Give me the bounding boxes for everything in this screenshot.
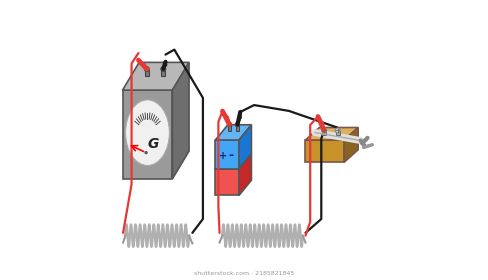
Bar <box>322 131 325 135</box>
Polygon shape <box>215 169 239 195</box>
Polygon shape <box>172 62 189 179</box>
Text: shutterstock.com · 2185821845: shutterstock.com · 2185821845 <box>194 271 294 276</box>
Polygon shape <box>122 62 189 90</box>
Circle shape <box>144 67 149 71</box>
Polygon shape <box>305 127 357 140</box>
Polygon shape <box>305 140 344 162</box>
Polygon shape <box>344 127 357 162</box>
Bar <box>335 131 339 135</box>
Ellipse shape <box>125 100 169 165</box>
Text: +: + <box>219 151 226 161</box>
Polygon shape <box>215 125 251 140</box>
Circle shape <box>144 151 147 154</box>
Circle shape <box>161 67 165 71</box>
Polygon shape <box>239 125 251 169</box>
Text: -: - <box>228 149 233 162</box>
Text: G: G <box>147 137 159 151</box>
Polygon shape <box>215 154 251 169</box>
Bar <box>235 125 239 131</box>
Polygon shape <box>122 90 172 179</box>
Circle shape <box>334 128 340 133</box>
Bar <box>227 125 231 131</box>
Circle shape <box>321 128 326 133</box>
Polygon shape <box>239 154 251 195</box>
Circle shape <box>235 122 239 127</box>
Polygon shape <box>215 140 239 169</box>
Circle shape <box>227 122 231 127</box>
Bar <box>144 70 149 76</box>
Bar <box>161 70 165 76</box>
